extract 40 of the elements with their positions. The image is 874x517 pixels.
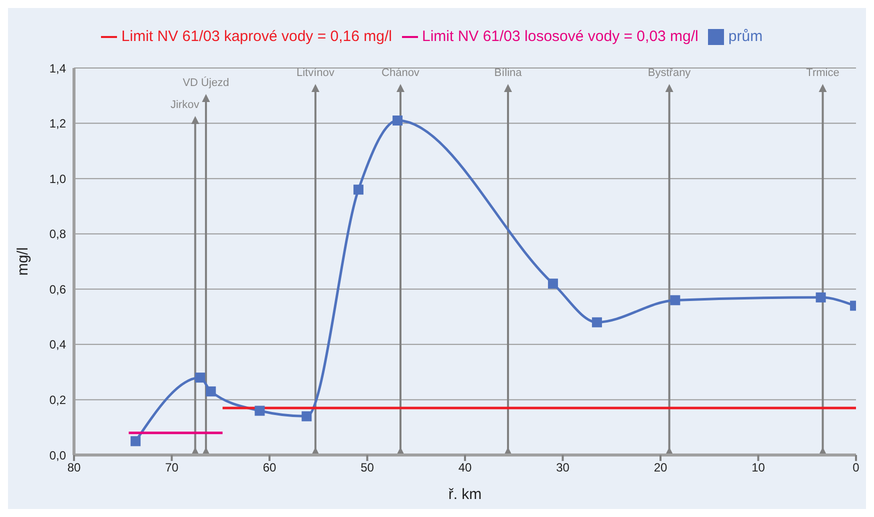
legend-label: prům: [728, 28, 763, 45]
x-tick-label: 70: [165, 460, 179, 475]
point: [302, 411, 312, 422]
ref-line-label: Jirkov: [170, 99, 200, 111]
x-tick-label: 60: [262, 460, 276, 475]
point: [548, 278, 558, 289]
point: [206, 386, 216, 396]
y-tick-label: 1,4: [49, 61, 66, 76]
y-tick-label: 1,2: [49, 116, 66, 131]
y-tick-label: 1,0: [49, 172, 66, 186]
ref-line-label: Trmice: [806, 67, 840, 79]
y-axis-title: mg/l: [14, 247, 32, 276]
x-tick-label: 40: [458, 460, 472, 475]
y-tick-label: 0,8: [49, 227, 66, 242]
x-axis-title: ř. km: [448, 486, 482, 503]
x-tick-label: 50: [360, 460, 374, 475]
ref-line-label: Bílina: [494, 67, 523, 79]
point: [670, 295, 680, 306]
ref-line-label: Chánov: [382, 67, 420, 79]
y-tick-label: 0,2: [49, 392, 66, 407]
y-tick-label: 0,6: [49, 282, 66, 296]
point: [592, 317, 602, 328]
y-tick-label: 0,4: [49, 338, 66, 352]
point: [816, 292, 826, 302]
ref-line-label: VD Újezd: [182, 76, 230, 89]
x-tick-label: 30: [556, 460, 570, 475]
x-tick-label: 20: [654, 460, 668, 475]
x-tick-label: 10: [752, 460, 766, 475]
ref-line-label: Litvínov: [296, 67, 335, 79]
x-tick-label: 0: [852, 460, 860, 475]
point: [353, 184, 364, 195]
legend-label: Limit NV 61/03 lososové vody = 0,03 mg/l: [422, 28, 698, 45]
point: [195, 372, 206, 383]
point: [392, 116, 403, 126]
legend-label: Limit NV 61/03 kaprové vody = 0,16 mg/l: [121, 28, 392, 45]
x-tick-label: 80: [67, 460, 81, 475]
point: [254, 406, 265, 416]
y-tick-label: 0,0: [49, 448, 66, 462]
point: [130, 436, 141, 446]
ref-line-label: Bystřany: [648, 67, 692, 79]
